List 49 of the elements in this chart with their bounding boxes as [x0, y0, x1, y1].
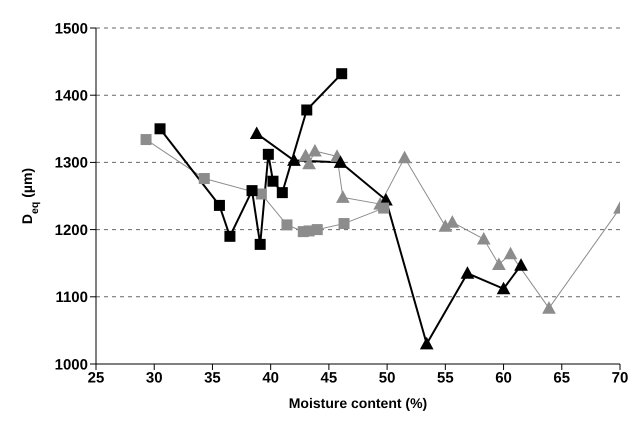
point	[214, 200, 225, 211]
y-tick-label: 1300	[54, 154, 88, 172]
point	[312, 224, 323, 236]
point	[334, 156, 348, 168]
point	[154, 123, 166, 134]
point	[287, 154, 300, 166]
point	[250, 127, 264, 140]
x-tick-label: 55	[436, 370, 454, 387]
y-tick-label: 1500	[54, 20, 88, 38]
y-tick-label: 1100	[55, 289, 88, 306]
point	[504, 247, 518, 260]
y-tick-label: 1200	[54, 222, 88, 239]
x-axis-title: Moisture content (%)	[288, 395, 428, 411]
point	[301, 104, 312, 116]
point	[497, 282, 510, 294]
point	[378, 202, 390, 214]
x-tick-label: 65	[553, 370, 570, 387]
x-tick-label: 30	[146, 370, 163, 387]
point	[477, 232, 490, 245]
point	[256, 188, 267, 200]
point	[460, 266, 474, 279]
point	[281, 219, 292, 230]
point	[246, 185, 258, 196]
point	[308, 144, 322, 156]
point	[492, 258, 506, 270]
x-tick-label: 40	[262, 370, 280, 387]
point	[514, 258, 528, 271]
point	[542, 302, 556, 314]
point	[254, 238, 266, 250]
x-tick-label: 25	[88, 370, 104, 387]
point	[198, 173, 210, 184]
x-tick-label: 70	[612, 370, 628, 387]
point	[224, 230, 236, 242]
point	[446, 216, 459, 228]
point	[336, 68, 348, 80]
x-tick-label: 50	[378, 370, 396, 387]
y-tick-label: 1000	[54, 356, 88, 374]
point	[140, 134, 152, 146]
x-tick-label: 35	[204, 370, 221, 387]
point	[420, 337, 434, 350]
point	[276, 187, 288, 198]
point	[338, 218, 350, 230]
x-tick-label: 45	[320, 370, 338, 387]
point	[398, 151, 412, 164]
point	[262, 148, 274, 160]
y-tick-label: 1400	[54, 88, 88, 105]
point	[267, 176, 278, 187]
point	[336, 190, 350, 203]
x-tick-label: 60	[495, 370, 512, 387]
